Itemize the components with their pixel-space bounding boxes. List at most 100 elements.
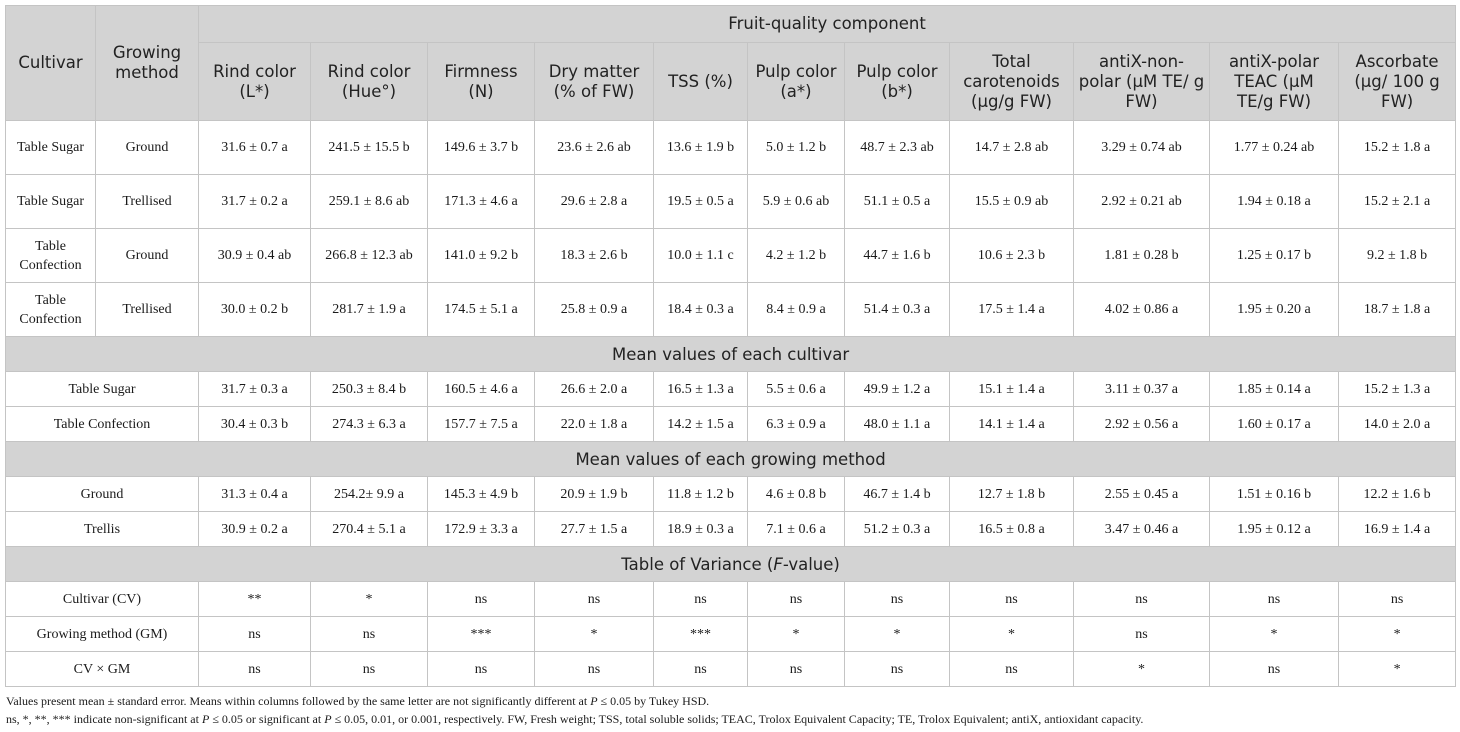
value-cell: 2.92 ± 0.21 ab — [1073, 174, 1210, 229]
column-header: Pulp color (a*) — [747, 42, 845, 121]
value-cell: 25.8 ± 0.9 a — [534, 282, 654, 337]
value-cell: 1.60 ± 0.17 a — [1209, 406, 1339, 442]
value-cell: 51.1 ± 0.5 a — [844, 174, 950, 229]
value-cell: 48.7 ± 2.3 ab — [844, 120, 950, 175]
table-row: Table Sugar 31.7 ± 0.3 a 250.3 ± 8.4 b 160.… — [5, 371, 1457, 407]
row-label: Ground — [5, 476, 199, 512]
value-cell: 15.2 ± 1.3 a — [1337, 371, 1457, 407]
value-cell: 270.4 ± 5.1 a — [310, 511, 428, 547]
value-cell: 14.1 ± 1.4 a — [949, 406, 1074, 442]
value-cell: 259.1 ± 8.6 ab — [310, 174, 428, 229]
value-cell: 266.8 ± 12.3 ab — [310, 228, 428, 283]
value-cell: * — [1209, 616, 1339, 652]
value-cell: 1.77 ± 0.24 ab — [1209, 120, 1339, 175]
data-table: Cultivar Growing method Fruit-quality co… — [4, 5, 1457, 687]
method-cell: Trellised — [95, 282, 199, 337]
value-cell: 18.7 ± 1.8 a — [1337, 282, 1457, 337]
row-label: CV × GM — [5, 651, 199, 687]
value-cell: 20.9 ± 1.9 b — [534, 476, 654, 512]
value-cell: ns — [949, 651, 1074, 687]
table-row: Table Confection Ground 30.9 ± 0.4 ab 266.8… — [5, 228, 1457, 283]
row-label: Table Confection — [5, 406, 199, 442]
row-label: Growing method (GM) — [5, 616, 199, 652]
section-title: Table of Variance (F-value) — [4, 546, 1457, 582]
value-cell: ns — [1073, 581, 1210, 617]
value-cell: 172.9 ± 3.3 a — [427, 511, 535, 547]
value-cell: * — [310, 581, 428, 617]
value-cell: 18.3 ± 2.6 b — [534, 228, 654, 283]
value-cell: * — [747, 616, 845, 652]
value-cell: 15.1 ± 1.4 a — [949, 371, 1074, 407]
value-cell: 241.5 ± 15.5 b — [310, 120, 428, 175]
value-cell: 19.5 ± 0.5 a — [653, 174, 748, 229]
value-cell: 149.6 ± 3.7 b — [427, 120, 535, 175]
value-cell: 141.0 ± 9.2 b — [427, 228, 535, 283]
value-cell: 15.2 ± 1.8 a — [1337, 120, 1457, 175]
column-header: TSS (%) — [653, 42, 748, 121]
value-cell: ns — [427, 581, 535, 617]
header-group: Fruit-quality component — [197, 5, 1457, 43]
value-cell: 8.4 ± 0.9 a — [747, 282, 845, 337]
value-cell: ** — [198, 581, 311, 617]
value-cell: 160.5 ± 4.6 a — [427, 371, 535, 407]
value-cell: 17.5 ± 1.4 a — [949, 282, 1074, 337]
method-cell: Ground — [95, 228, 199, 283]
value-cell: * — [1337, 616, 1457, 652]
value-cell: 12.7 ± 1.8 b — [949, 476, 1074, 512]
value-cell: 4.2 ± 1.2 b — [747, 228, 845, 283]
cultivar-cell: Table Sugar — [5, 120, 96, 175]
value-cell: 1.85 ± 0.14 a — [1209, 371, 1339, 407]
column-header: antiX-non-polar (µM TE/ g FW) — [1073, 42, 1210, 121]
value-cell: ns — [1337, 581, 1457, 617]
value-cell: ns — [310, 651, 428, 687]
value-cell: ns — [1073, 616, 1210, 652]
footnote-1: Values present mean ± standard error. Me… — [6, 694, 709, 709]
value-cell: ns — [653, 651, 748, 687]
value-cell: 4.6 ± 0.8 b — [747, 476, 845, 512]
value-cell: ns — [747, 581, 845, 617]
value-cell: * — [1337, 651, 1457, 687]
value-cell: 44.7 ± 1.6 b — [844, 228, 950, 283]
footnote-p-symbol: P — [590, 694, 598, 708]
section-title: Mean values of each cultivar — [4, 336, 1457, 372]
value-cell: * — [949, 616, 1074, 652]
value-cell: 157.7 ± 7.5 a — [427, 406, 535, 442]
table-row: Table Confection Trellised 30.0 ± 0.2 b 281… — [5, 282, 1457, 337]
value-cell: ns — [1209, 651, 1339, 687]
value-cell: 5.9 ± 0.6 ab — [747, 174, 845, 229]
value-cell: 14.7 ± 2.8 ab — [949, 120, 1074, 175]
column-header: Dry matter (% of FW) — [534, 42, 654, 121]
value-cell: ns — [949, 581, 1074, 617]
value-cell: ns — [747, 651, 845, 687]
value-cell: 9.2 ± 1.8 b — [1337, 228, 1457, 283]
section-title-end: -value) — [782, 554, 840, 574]
value-cell: 1.95 ± 0.20 a — [1209, 282, 1339, 337]
value-cell: 254.2± 9.9 a — [310, 476, 428, 512]
value-cell: ns — [844, 651, 950, 687]
value-cell: 51.4 ± 0.3 a — [844, 282, 950, 337]
value-cell: 31.7 ± 0.3 a — [198, 371, 311, 407]
value-cell: 48.0 ± 1.1 a — [844, 406, 950, 442]
method-cell: Trellised — [95, 174, 199, 229]
value-cell: 22.0 ± 1.8 a — [534, 406, 654, 442]
section-title: Mean values of each growing method — [4, 441, 1457, 477]
value-cell: 16.5 ± 1.3 a — [653, 371, 748, 407]
value-cell: 18.4 ± 0.3 a — [653, 282, 748, 337]
value-cell: 145.3 ± 4.9 b — [427, 476, 535, 512]
value-cell: * — [844, 616, 950, 652]
header-cultivar: Cultivar — [5, 5, 96, 121]
row-label: Cultivar (CV) — [5, 581, 199, 617]
value-cell: 5.0 ± 1.2 b — [747, 120, 845, 175]
value-cell: 3.11 ± 0.37 a — [1073, 371, 1210, 407]
header-growing-method: Growing method — [95, 5, 199, 121]
value-cell: 13.6 ± 1.9 b — [653, 120, 748, 175]
value-cell: ns — [653, 581, 748, 617]
value-cell: 30.0 ± 0.2 b — [198, 282, 311, 337]
value-cell: * — [1073, 651, 1210, 687]
value-cell: 2.55 ± 0.45 a — [1073, 476, 1210, 512]
table-row: Table Confection 30.4 ± 0.3 b 274.3 ± 6.3 … — [5, 406, 1457, 442]
value-cell: 1.51 ± 0.16 b — [1209, 476, 1339, 512]
value-cell: 174.5 ± 5.1 a — [427, 282, 535, 337]
value-cell: ns — [427, 651, 535, 687]
value-cell: 10.0 ± 1.1 c — [653, 228, 748, 283]
